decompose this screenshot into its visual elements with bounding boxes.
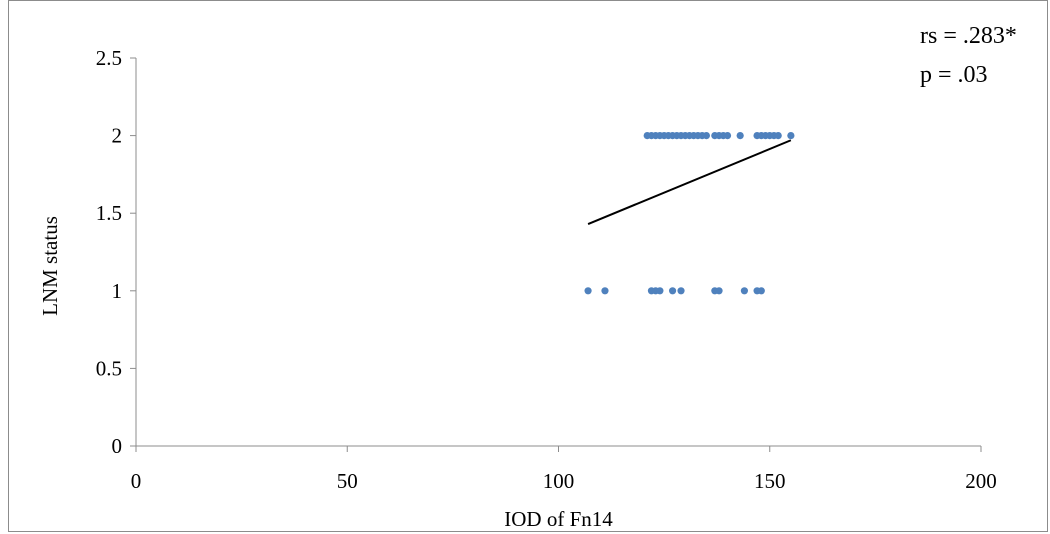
data-point [757, 287, 765, 295]
y-tick-label: 2 [112, 124, 123, 148]
y-tick-label: 2.5 [96, 46, 122, 70]
data-point [702, 132, 710, 140]
annotation-rs: rs = .283* [920, 23, 1017, 49]
y-tick-label: 0.5 [96, 356, 122, 380]
x-tick-label: 50 [337, 469, 358, 493]
annotation-p: p = .03 [920, 62, 988, 88]
y-tick-label: 1.5 [96, 201, 122, 225]
data-point [668, 287, 677, 295]
trendline [587, 139, 792, 225]
data-point [787, 132, 795, 140]
data-point [656, 287, 664, 295]
axes [130, 57, 982, 452]
data-point [740, 287, 749, 295]
x-axis-title: IOD of Fn14 [504, 507, 613, 531]
x-tick-label: 150 [754, 469, 786, 493]
tick-labels: 0 50 100 150 200 0 0.5 1 1.5 2 2.5 [96, 46, 997, 493]
data-point [677, 287, 685, 295]
scatter-chart: 0 50 100 150 200 0 0.5 1 1.5 2 2.5 IOD of Fn14 LNM… [38, 23, 1017, 531]
data-point [723, 132, 732, 140]
x-tick-label: 200 [965, 469, 997, 493]
data-point [601, 287, 609, 295]
y-axis-title: LNM status [38, 216, 62, 316]
x-tick-label: 100 [543, 469, 575, 493]
chart-frame: 0 50 100 150 200 0 0.5 1 1.5 2 2.5 IOD of Fn14 LNM… [8, 0, 1048, 532]
y-tick-label: 1 [112, 279, 123, 303]
x-tick-label: 0 [131, 469, 142, 493]
y-tick-label: 0 [112, 434, 123, 458]
data-point [736, 132, 744, 140]
data-point [584, 287, 592, 295]
data-points [584, 132, 795, 295]
data-point [715, 287, 723, 295]
trendline-group [587, 139, 792, 225]
data-point [774, 132, 782, 140]
